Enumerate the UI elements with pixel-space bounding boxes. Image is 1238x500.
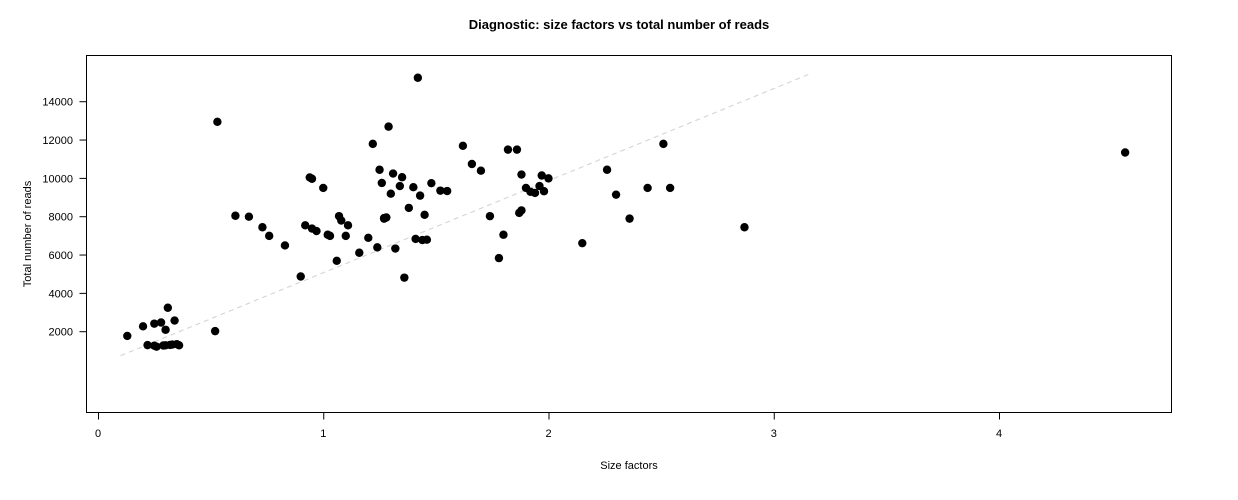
data-point [517,170,526,179]
data-point [427,178,436,188]
data-point [409,183,418,192]
data-point [163,303,173,312]
x-axis-ticks: 0 1 2 3 4 [95,412,1002,440]
y-tick-label: 2000 [49,327,73,339]
y-axis-label: Total number of reads [22,180,34,287]
data-point [337,216,346,225]
data-point [375,165,384,174]
data-point [386,189,396,198]
data-point [280,241,290,250]
x-axis-label: Size factors [600,460,658,472]
data-points-group [123,73,1130,351]
y-tick-label: 10000 [42,173,73,185]
data-point [343,221,353,230]
data-point [341,231,350,241]
chart-title: Diagnostic: size factors vs total number… [469,17,770,32]
data-point [395,181,405,191]
data-point [397,173,407,182]
plot-frame [86,55,1172,413]
x-tick-label: 4 [996,428,1002,440]
data-point [494,253,504,263]
x-tick-label: 0 [95,428,101,440]
data-point [231,211,240,220]
data-point [539,187,549,196]
data-point [138,322,148,331]
data-point [659,139,668,149]
data-point [415,191,425,200]
x-tick-label: 3 [771,428,777,440]
data-point [355,248,364,257]
data-point [391,244,400,253]
data-point [404,203,414,213]
data-point [174,341,184,350]
data-point [436,186,445,195]
data-point [499,230,508,239]
data-point [264,231,274,241]
y-tick-label: 4000 [49,288,73,300]
data-point [578,238,587,248]
y-tick-label: 6000 [49,250,73,262]
data-point [384,122,393,131]
data-point [643,183,652,193]
data-point [161,325,170,334]
data-point [517,206,526,215]
data-point [332,256,341,265]
data-point [150,319,159,328]
y-tick-label: 8000 [49,212,73,224]
data-point [503,145,513,154]
data-point [422,235,432,244]
data-point [307,174,317,183]
data-point [530,188,540,198]
data-point [382,213,391,222]
data-point [210,326,220,336]
data-point [364,233,373,242]
data-point [301,221,310,230]
y-tick-label: 12000 [42,135,73,147]
data-point [296,272,305,281]
data-point [319,183,328,193]
data-point [213,117,222,127]
data-point [373,243,382,252]
data-point [625,214,634,223]
data-point [152,342,161,351]
data-point [544,174,553,183]
trend-line [120,72,813,357]
data-point [123,331,132,341]
data-point [413,73,423,82]
data-point [325,231,335,241]
data-point [400,273,409,282]
data-point [368,139,378,149]
data-point [458,141,468,150]
data-point [537,171,546,180]
data-point [1120,148,1130,157]
data-point [143,340,152,350]
data-point [170,316,179,325]
x-tick-label: 2 [545,428,551,440]
data-point [411,234,420,244]
y-tick-label: 14000 [42,97,73,109]
data-point [388,169,398,178]
data-point [740,223,749,232]
data-point [442,186,452,196]
data-point [156,318,166,327]
data-point [602,165,612,174]
data-point [244,212,254,221]
data-point [312,226,321,236]
data-point [420,210,429,219]
data-point [377,178,387,188]
y-axis-ticks: 2000 4000 6000 8000 10000 12000 14000 [42,97,87,339]
data-point [467,159,477,169]
data-point [665,183,675,193]
data-point [258,223,267,232]
data-point [512,145,522,154]
x-tick-label: 1 [320,428,326,440]
data-point [611,190,621,199]
trend-line-segment [120,72,813,357]
data-point [476,166,486,175]
data-point [485,211,495,221]
